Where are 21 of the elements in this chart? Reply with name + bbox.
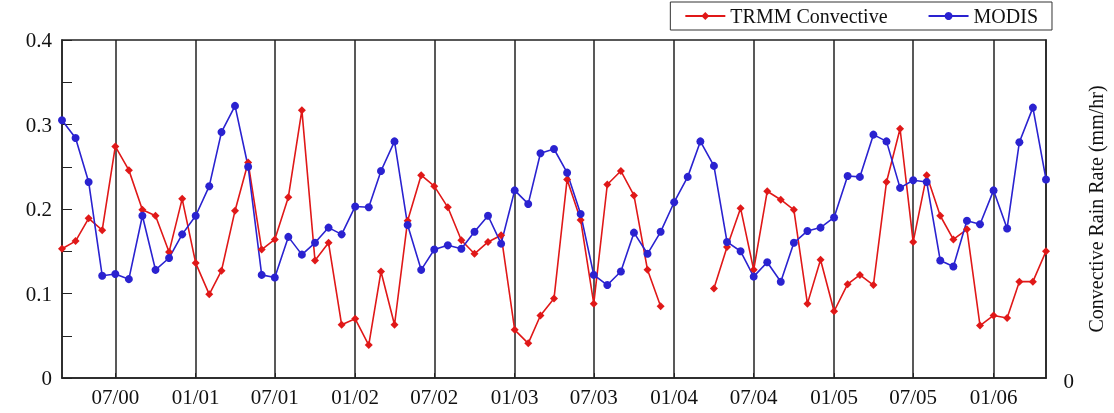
x-tick-label: 07/05 bbox=[889, 384, 938, 409]
x-tick-label: 01/03 bbox=[490, 384, 539, 409]
y2-axis-title: Convective Rain Rate (mm/hr) bbox=[1085, 85, 1108, 333]
text: 0 bbox=[1063, 368, 1074, 393]
y-tick-label: 0.1 bbox=[25, 281, 52, 306]
x-tick-label: 01/01 bbox=[171, 384, 220, 409]
y-tick-label: 0.3 bbox=[25, 112, 52, 137]
x-tick-label: 07/01 bbox=[250, 384, 299, 409]
x-tick-label: 07/00 bbox=[91, 384, 140, 409]
x-tick-label: 01/04 bbox=[650, 384, 699, 409]
x-tick-label: 01/02 bbox=[331, 384, 380, 409]
y-tick-label: 0.2 bbox=[25, 197, 52, 221]
x-tick-label: 07/03 bbox=[569, 384, 618, 409]
legend-label: TRMM Convective bbox=[730, 5, 888, 27]
x-tick-label: 01/05 bbox=[810, 384, 858, 409]
y-tick-label: 0.4 bbox=[25, 28, 53, 52]
x-tick-label: 07/02 bbox=[410, 384, 459, 409]
legend-label: MODIS bbox=[973, 5, 1038, 27]
y-tick-label: 0 bbox=[41, 366, 52, 390]
x-tick-label: 07/04 bbox=[729, 384, 779, 409]
x-tick-label: 01/06 bbox=[969, 384, 1018, 409]
